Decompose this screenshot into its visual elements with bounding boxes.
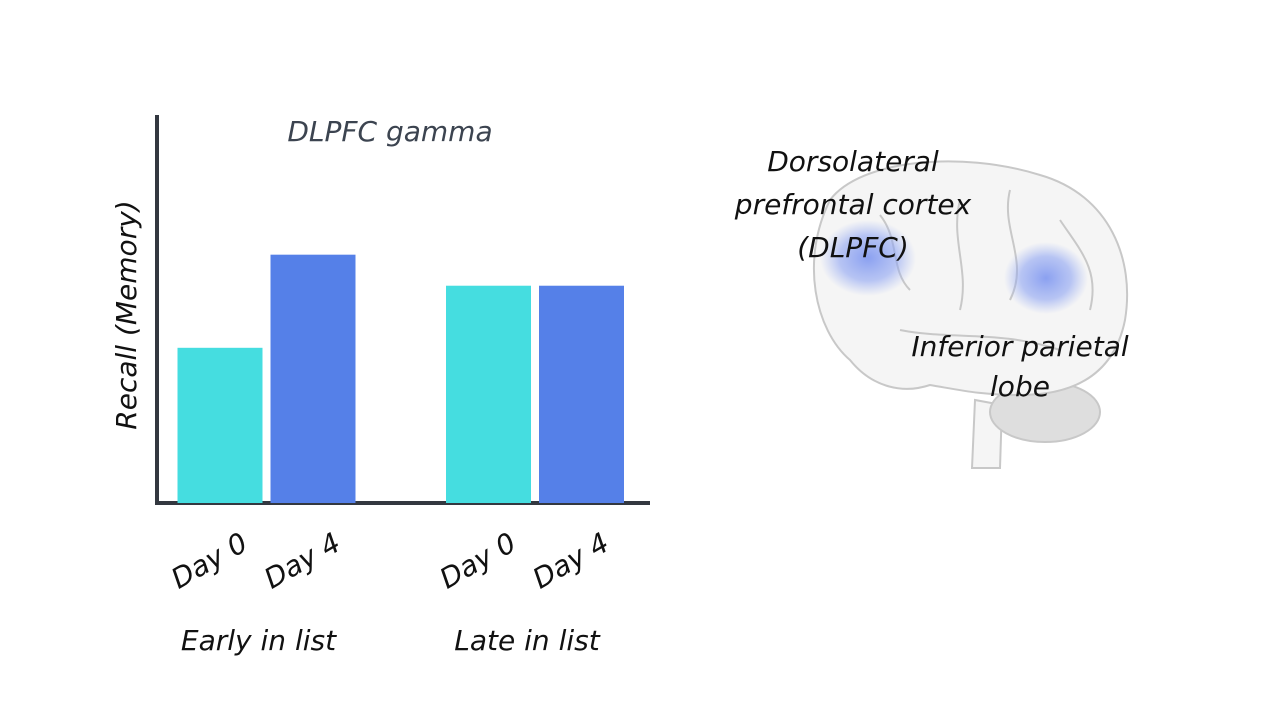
parietal-highlight [1004, 242, 1088, 314]
bar [446, 285, 531, 503]
bar [270, 254, 356, 503]
bar [539, 285, 624, 503]
annotation: Inferior parietal [911, 330, 1129, 363]
category-label: Late in list [454, 624, 600, 657]
brain-illustration [812, 160, 1129, 469]
y-axis-label: Recall (Memory) [110, 200, 143, 429]
annotation: prefrontal cortex [734, 188, 972, 221]
annotation: Dorsolateral [767, 145, 939, 178]
annotation: lobe [990, 370, 1050, 403]
annotation: (DLPFC) [797, 231, 909, 264]
dlpfc-highlight [820, 220, 916, 296]
category-label: Early in list [181, 624, 337, 657]
chart-title: DLPFC gamma [287, 115, 492, 148]
bar [177, 347, 263, 503]
